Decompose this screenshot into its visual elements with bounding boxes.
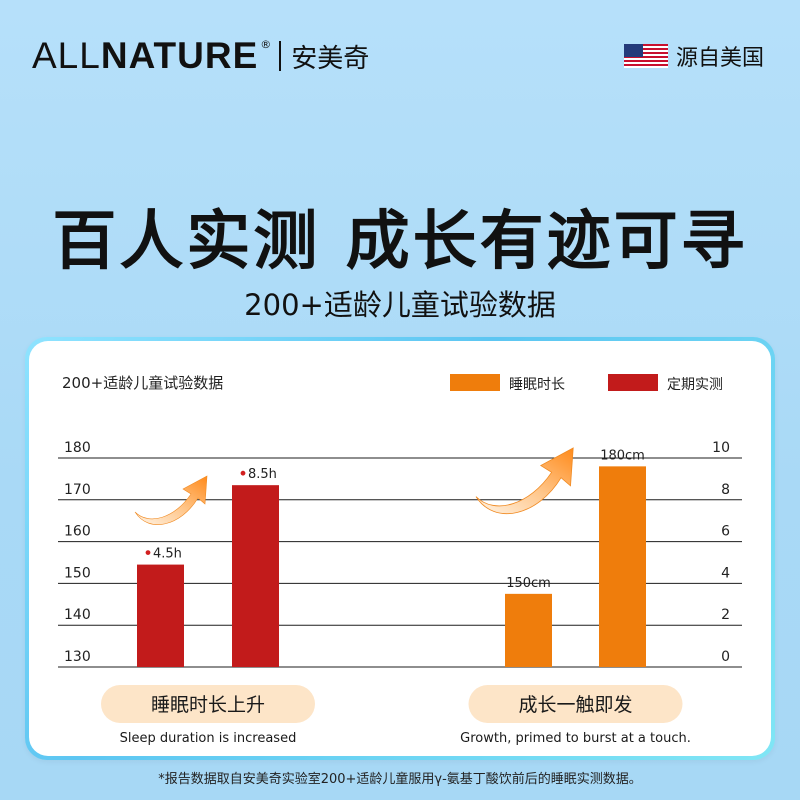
growth-arrow-icon — [134, 475, 208, 525]
bar — [232, 485, 279, 667]
left-axis-tick: 180 — [64, 440, 91, 456]
left-axis-tick: 170 — [64, 482, 91, 498]
bar — [505, 593, 552, 667]
left-axis-tick: 140 — [64, 607, 91, 623]
right-axis-tick: 0 — [721, 649, 730, 665]
growth-arrow-icon-shape — [475, 447, 574, 515]
origin-badge: 源自美国 — [623, 40, 764, 72]
us-flag-icon — [623, 44, 668, 68]
group-label: 成长一触即发 — [518, 694, 632, 716]
brand-name-light: ALL — [32, 35, 101, 76]
bar — [137, 564, 184, 667]
bar-data-label: 180cm — [600, 448, 645, 463]
registered-mark: ® — [260, 38, 272, 51]
group-label: 睡眠时长上升 — [151, 694, 265, 716]
brand-logo: ALL NATURE ® 安美奇 — [32, 35, 370, 77]
bar — [599, 466, 646, 667]
bar-data-label: 4.5h — [153, 547, 182, 562]
footnote: *报告数据取自安美奇实验室200+适龄儿童服用γ-氨基丁酸饮前后的睡眠实测数据。 — [158, 772, 642, 787]
group-label-pill — [101, 685, 315, 723]
legend-swatch-1 — [450, 374, 500, 391]
group-label-pill — [468, 685, 683, 723]
chart-title: 200+适龄儿童试验数据 — [62, 374, 223, 392]
page-title: 百人实测 成长有迹可寻 — [52, 205, 748, 279]
brand-name-bold-text: NATURE — [100, 35, 259, 76]
group-caption: Growth, primed to burst at a touch. — [460, 731, 691, 746]
bar-data-label: 150cm — [506, 576, 551, 591]
brand-name-bold: NATURE — [101, 35, 258, 77]
right-axis-tick: 2 — [721, 607, 730, 623]
bar-marker-dot — [145, 550, 151, 555]
origin-label: 源自美国 — [675, 46, 764, 71]
left-axis-tick: 160 — [64, 524, 91, 540]
right-axis-tick: 4 — [721, 565, 730, 581]
left-axis-tick: 130 — [64, 649, 91, 665]
legend-label-2: 定期实测 — [667, 377, 723, 393]
right-axis-tick: 8 — [721, 482, 730, 498]
right-axis-tick: 6 — [721, 524, 730, 540]
bar-marker-dot — [240, 470, 246, 476]
page-subtitle: 200+适龄儿童试验数据 — [244, 288, 556, 322]
legend-swatch-2 — [608, 374, 658, 391]
group-caption: Sleep duration is increased — [120, 731, 297, 746]
right-axis-tick: 10 — [712, 440, 730, 456]
legend-label-1: 睡眠时长 — [509, 377, 565, 393]
bar-data-label: 8.5h — [248, 467, 277, 482]
left-axis-tick: 150 — [64, 565, 91, 581]
growth-arrow-icon-shape — [134, 475, 208, 525]
brand-divider — [279, 41, 282, 71]
growth-arrow-icon — [475, 447, 574, 515]
brand-name-cn: 安美奇 — [291, 43, 370, 74]
